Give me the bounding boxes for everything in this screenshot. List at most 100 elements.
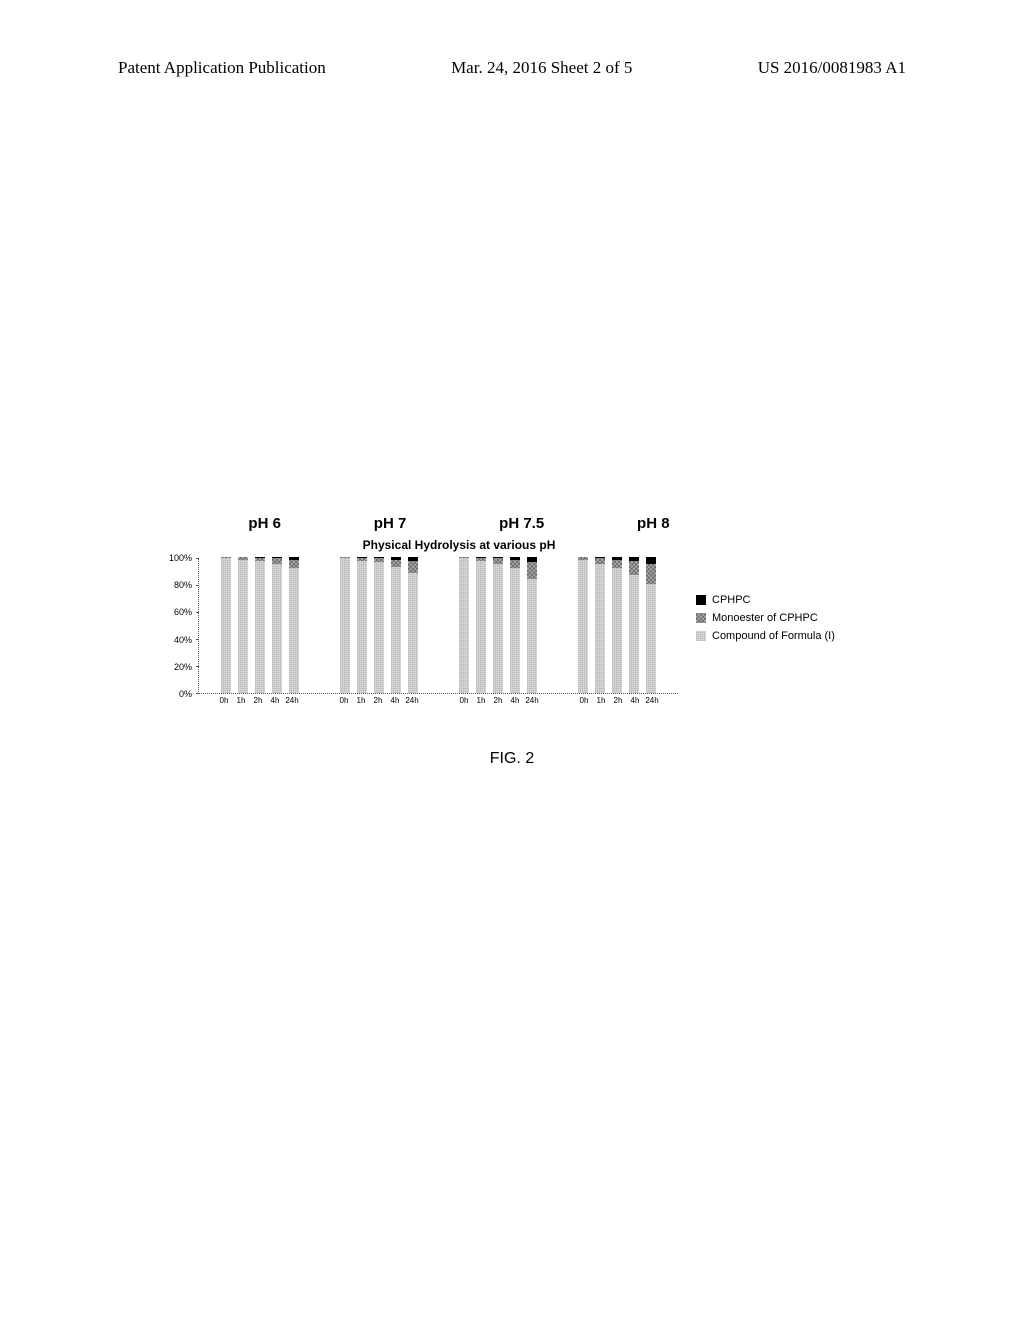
bar-segment-cphpc bbox=[629, 557, 639, 561]
x-label: 0h bbox=[217, 696, 232, 705]
bar-segment-compound bbox=[510, 568, 520, 693]
bar-stack bbox=[221, 558, 231, 693]
chart-row: 0% 20% 40% 60% 80% 100% 0h1h2h4h24h0 bbox=[160, 558, 880, 718]
x-label-group: 0h1h2h4h24h bbox=[217, 696, 300, 705]
ph-labels-row: pH 6 pH 7 pH 7.5 pH 8 bbox=[160, 515, 880, 532]
figure-caption: FIG. 2 bbox=[0, 750, 1024, 768]
x-label: 4h bbox=[508, 696, 523, 705]
bar-group bbox=[459, 558, 537, 693]
bar-segment-monoester bbox=[595, 558, 605, 563]
x-label: 4h bbox=[268, 696, 283, 705]
bar-stack bbox=[374, 558, 384, 693]
bar-segment-compound bbox=[612, 568, 622, 693]
bar-stack bbox=[612, 558, 622, 693]
bar-segment-cphpc bbox=[408, 557, 418, 561]
x-label: 1h bbox=[234, 696, 249, 705]
y-label-100: 100% bbox=[169, 553, 192, 563]
bar-segment-monoester bbox=[510, 560, 520, 568]
page-header: Patent Application Publication Mar. 24, … bbox=[118, 58, 906, 78]
x-label: 1h bbox=[354, 696, 369, 705]
bar-stack bbox=[646, 558, 656, 693]
bar-segment-cphpc bbox=[289, 557, 299, 560]
x-label-group: 0h1h2h4h24h bbox=[577, 696, 660, 705]
bar-stack bbox=[238, 558, 248, 693]
y-axis: 0% 20% 40% 60% 80% 100% bbox=[160, 558, 198, 694]
x-label: 2h bbox=[491, 696, 506, 705]
bar-segment-compound bbox=[476, 561, 486, 693]
x-label-group: 0h1h2h4h24h bbox=[457, 696, 540, 705]
bar-segment-cphpc bbox=[374, 557, 384, 558]
bar-segment-cphpc bbox=[612, 557, 622, 560]
page: Patent Application Publication Mar. 24, … bbox=[0, 0, 1024, 1320]
bar-segment-compound bbox=[289, 568, 299, 693]
bar-segment-compound bbox=[646, 584, 656, 693]
bar-stack bbox=[595, 558, 605, 693]
y-label-60: 60% bbox=[174, 607, 192, 617]
bar-segment-compound bbox=[374, 562, 384, 693]
bar-segment-cphpc bbox=[272, 557, 282, 558]
y-label-80: 80% bbox=[174, 580, 192, 590]
bar-stack bbox=[578, 558, 588, 693]
bar-segment-compound bbox=[408, 573, 418, 693]
bar-segment-compound bbox=[527, 579, 537, 693]
bar-segment-monoester bbox=[527, 562, 537, 578]
bar-segment-compound bbox=[255, 561, 265, 693]
bar-stack bbox=[510, 558, 520, 693]
figure-block: pH 6 pH 7 pH 7.5 pH 8 Physical Hydrolysi… bbox=[160, 515, 880, 718]
y-label-0: 0% bbox=[179, 689, 192, 699]
x-label: 1h bbox=[474, 696, 489, 705]
x-label: 0h bbox=[337, 696, 352, 705]
bar-segment-cphpc bbox=[357, 557, 367, 558]
x-label: 0h bbox=[577, 696, 592, 705]
bar-segment-monoester bbox=[629, 561, 639, 575]
bar-segment-monoester bbox=[221, 557, 231, 558]
bar-segment-compound bbox=[238, 560, 248, 693]
bar-segment-monoester bbox=[408, 561, 418, 573]
header-mid: Mar. 24, 2016 Sheet 2 of 5 bbox=[451, 58, 632, 78]
bar-segment-compound bbox=[221, 558, 231, 693]
legend-item-cphpc: CPHPC bbox=[696, 594, 835, 606]
bar-segment-compound bbox=[493, 564, 503, 693]
bar-segment-cphpc bbox=[646, 557, 656, 564]
bar-segment-cphpc bbox=[510, 557, 520, 560]
x-label: 2h bbox=[611, 696, 626, 705]
bar-segment-compound bbox=[595, 564, 605, 693]
swatch-monoester-icon bbox=[696, 613, 706, 623]
bar-segment-compound bbox=[340, 558, 350, 693]
x-label: 0h bbox=[457, 696, 472, 705]
bar-segment-monoester bbox=[340, 557, 350, 558]
legend: CPHPC Monoester of CPHPC Compound of For… bbox=[696, 594, 835, 648]
bar-stack bbox=[459, 558, 469, 693]
bar-segment-cphpc bbox=[476, 557, 486, 558]
bar-stack bbox=[408, 558, 418, 693]
bar-stack bbox=[357, 558, 367, 693]
x-label: 24h bbox=[645, 696, 660, 705]
bar-group bbox=[221, 558, 299, 693]
y-label-20: 20% bbox=[174, 662, 192, 672]
bar-stack bbox=[476, 558, 486, 693]
x-labels: 0h1h2h4h24h0h1h2h4h24h0h1h2h4h24h0h1h2h4… bbox=[198, 696, 678, 705]
bar-segment-compound bbox=[629, 575, 639, 693]
bar-group bbox=[578, 558, 656, 693]
x-label: 24h bbox=[285, 696, 300, 705]
plot-area bbox=[198, 558, 678, 694]
bar-segment-monoester bbox=[612, 560, 622, 568]
swatch-cphpc-icon bbox=[696, 595, 706, 605]
bar-stack bbox=[272, 558, 282, 693]
bar-segment-monoester bbox=[255, 558, 265, 561]
ph-label-1: pH 7 bbox=[374, 515, 407, 532]
bar-segment-monoester bbox=[238, 557, 248, 560]
y-tick bbox=[196, 693, 199, 694]
bar-segment-compound bbox=[578, 560, 588, 693]
bar-stack bbox=[255, 558, 265, 693]
bar-groups bbox=[199, 558, 678, 693]
bar-segment-cphpc bbox=[493, 557, 503, 558]
bar-stack bbox=[527, 558, 537, 693]
bar-segment-monoester bbox=[476, 558, 486, 561]
bar-segment-cphpc bbox=[595, 557, 605, 558]
x-label: 2h bbox=[371, 696, 386, 705]
y-label-40: 40% bbox=[174, 635, 192, 645]
x-label: 4h bbox=[388, 696, 403, 705]
bar-segment-monoester bbox=[272, 558, 282, 563]
bar-segment-monoester bbox=[374, 558, 384, 562]
